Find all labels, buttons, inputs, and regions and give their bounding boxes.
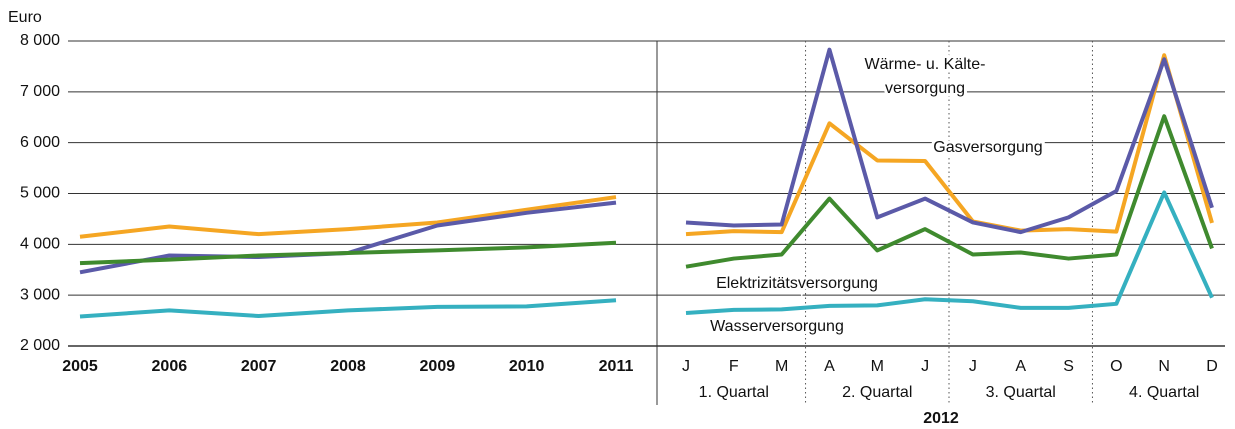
series-line: [79, 240, 617, 266]
x-tick-label: 2006: [152, 358, 188, 375]
quarter-label: 3. Quartal: [986, 384, 1056, 401]
x-tick-label: J: [921, 358, 929, 375]
y-tick-label: 5 000: [20, 185, 60, 202]
x-tick-label: 2010: [509, 358, 545, 375]
series-line: [685, 47, 1214, 235]
x-tick-label: A: [1015, 358, 1026, 375]
year-label: 2012: [923, 410, 959, 427]
x-tick-label: M: [871, 358, 884, 375]
x-tick-label: 2005: [62, 358, 98, 375]
x-tick-label: S: [1063, 358, 1074, 375]
y-axis-label: Euro: [8, 9, 42, 26]
quarter-label: 1. Quartal: [699, 384, 769, 401]
series-label: Wärme- u. Kälte-versorgung: [865, 56, 986, 97]
series-label: Elektrizitätsversorgung: [716, 275, 878, 292]
y-tick-label: 8 000: [20, 32, 60, 49]
y-tick-label: 3 000: [20, 286, 60, 303]
y-tick-label: 4 000: [20, 236, 60, 253]
series-line: [685, 190, 1214, 315]
x-tick-label: O: [1110, 358, 1122, 375]
x-tick-label: J: [969, 358, 977, 375]
x-tick-label: D: [1206, 358, 1218, 375]
y-tick-label: 7 000: [20, 83, 60, 100]
series-line: [685, 53, 1214, 237]
series-line: [685, 114, 1214, 269]
x-tick-label: 2011: [599, 358, 634, 375]
series-label: Gasversorgung: [933, 139, 1042, 156]
series-line: [79, 298, 617, 319]
quarter-label: 4. Quartal: [1129, 384, 1199, 401]
x-tick-label: N: [1158, 358, 1170, 375]
x-tick-label: 2007: [241, 358, 277, 375]
quarter-label: 2. Quartal: [842, 384, 912, 401]
series-label: Wasserversorgung: [710, 318, 844, 335]
x-tick-label: A: [824, 358, 835, 375]
x-tick-label: M: [775, 358, 788, 375]
x-tick-label: 2008: [330, 358, 366, 375]
x-tick-label: J: [682, 358, 690, 375]
x-tick-label: F: [729, 358, 739, 375]
y-tick-label: 2 000: [20, 337, 60, 354]
series-line: [79, 195, 617, 239]
y-tick-label: 6 000: [20, 134, 60, 151]
x-tick-label: 2009: [420, 358, 456, 375]
